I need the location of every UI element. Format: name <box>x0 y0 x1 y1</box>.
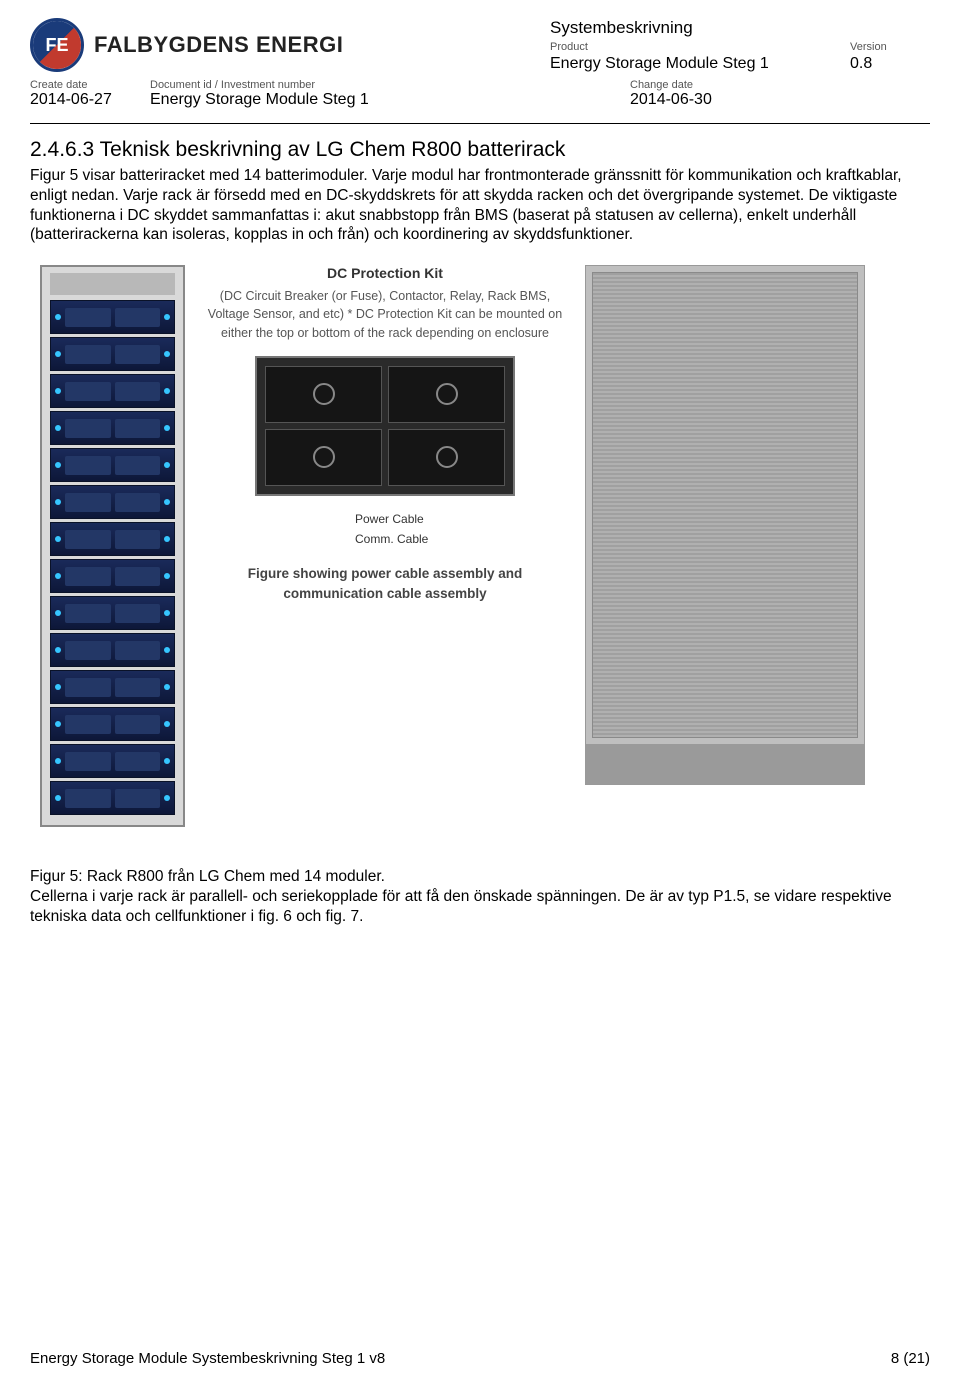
footer-right: 8 (21) <box>891 1350 930 1367</box>
rack-top-unit <box>50 273 175 295</box>
section-heading: 2.4.6.3 Teknisk beskrivning av LG Chem R… <box>30 138 930 162</box>
logo-icon: FE <box>30 18 84 72</box>
cable-assembly-illustration <box>255 356 515 496</box>
figure-caption: Figur 5: Rack R800 från LG Chem med 14 m… <box>30 867 930 926</box>
docid-value: Energy Storage Module Steg 1 <box>150 91 630 109</box>
battery-module <box>50 337 175 371</box>
caption-line-1: Figur 5: Rack R800 från LG Chem med 14 m… <box>30 867 930 887</box>
battery-module <box>50 670 175 704</box>
change-date-value: 2014-06-30 <box>630 91 930 109</box>
company-logo: FE FALBYGDENS ENERGI <box>30 18 343 72</box>
battery-module <box>50 596 175 630</box>
battery-module <box>50 374 175 408</box>
document-meta: Systembeskrivning Product Version Energy… <box>550 18 930 73</box>
figure-5: DC Protection Kit (DC Circuit Breaker (o… <box>40 265 930 827</box>
battery-module <box>50 707 175 741</box>
dc-kit-subtitle: (DC Circuit Breaker (or Fuse), Contactor… <box>205 287 565 341</box>
section-body: Figur 5 visar batteriracket med 14 batte… <box>30 166 930 245</box>
create-date-label: Create date <box>30 79 150 91</box>
version-label: Version <box>850 41 930 53</box>
caption-line-2: Cellerna i varje rack är parallell- och … <box>30 887 930 927</box>
power-cable-label: Power Cable <box>355 512 565 526</box>
version-value: 0.8 <box>850 55 930 73</box>
figure-inner-caption: Figure showing power cable assembly and … <box>205 564 565 605</box>
battery-module <box>50 485 175 519</box>
battery-module <box>50 559 175 593</box>
create-date-value: 2014-06-27 <box>30 91 150 109</box>
battery-rack-illustration <box>40 265 185 827</box>
battery-module <box>50 300 175 334</box>
page-header: FE FALBYGDENS ENERGI Systembeskrivning P… <box>0 0 960 115</box>
footer-left: Energy Storage Module Systembeskrivning … <box>30 1350 385 1367</box>
company-name: FALBYGDENS ENERGI <box>94 32 343 58</box>
battery-module <box>50 781 175 815</box>
docid-label: Document id / Investment number <box>150 79 630 91</box>
battery-module <box>50 448 175 482</box>
dc-kit-title: DC Protection Kit <box>205 265 565 281</box>
battery-module <box>50 411 175 445</box>
comm-cable-label: Comm. Cable <box>355 532 565 546</box>
change-date-label: Change date <box>630 79 930 91</box>
enclosure-illustration <box>585 265 865 785</box>
product-value: Energy Storage Module Steg 1 <box>550 55 850 73</box>
doc-type: Systembeskrivning <box>550 18 930 38</box>
page-footer: Energy Storage Module Systembeskrivning … <box>30 1350 930 1367</box>
product-label: Product <box>550 41 850 53</box>
header-divider <box>30 123 930 124</box>
battery-module <box>50 633 175 667</box>
battery-module <box>50 744 175 778</box>
battery-module <box>50 522 175 556</box>
